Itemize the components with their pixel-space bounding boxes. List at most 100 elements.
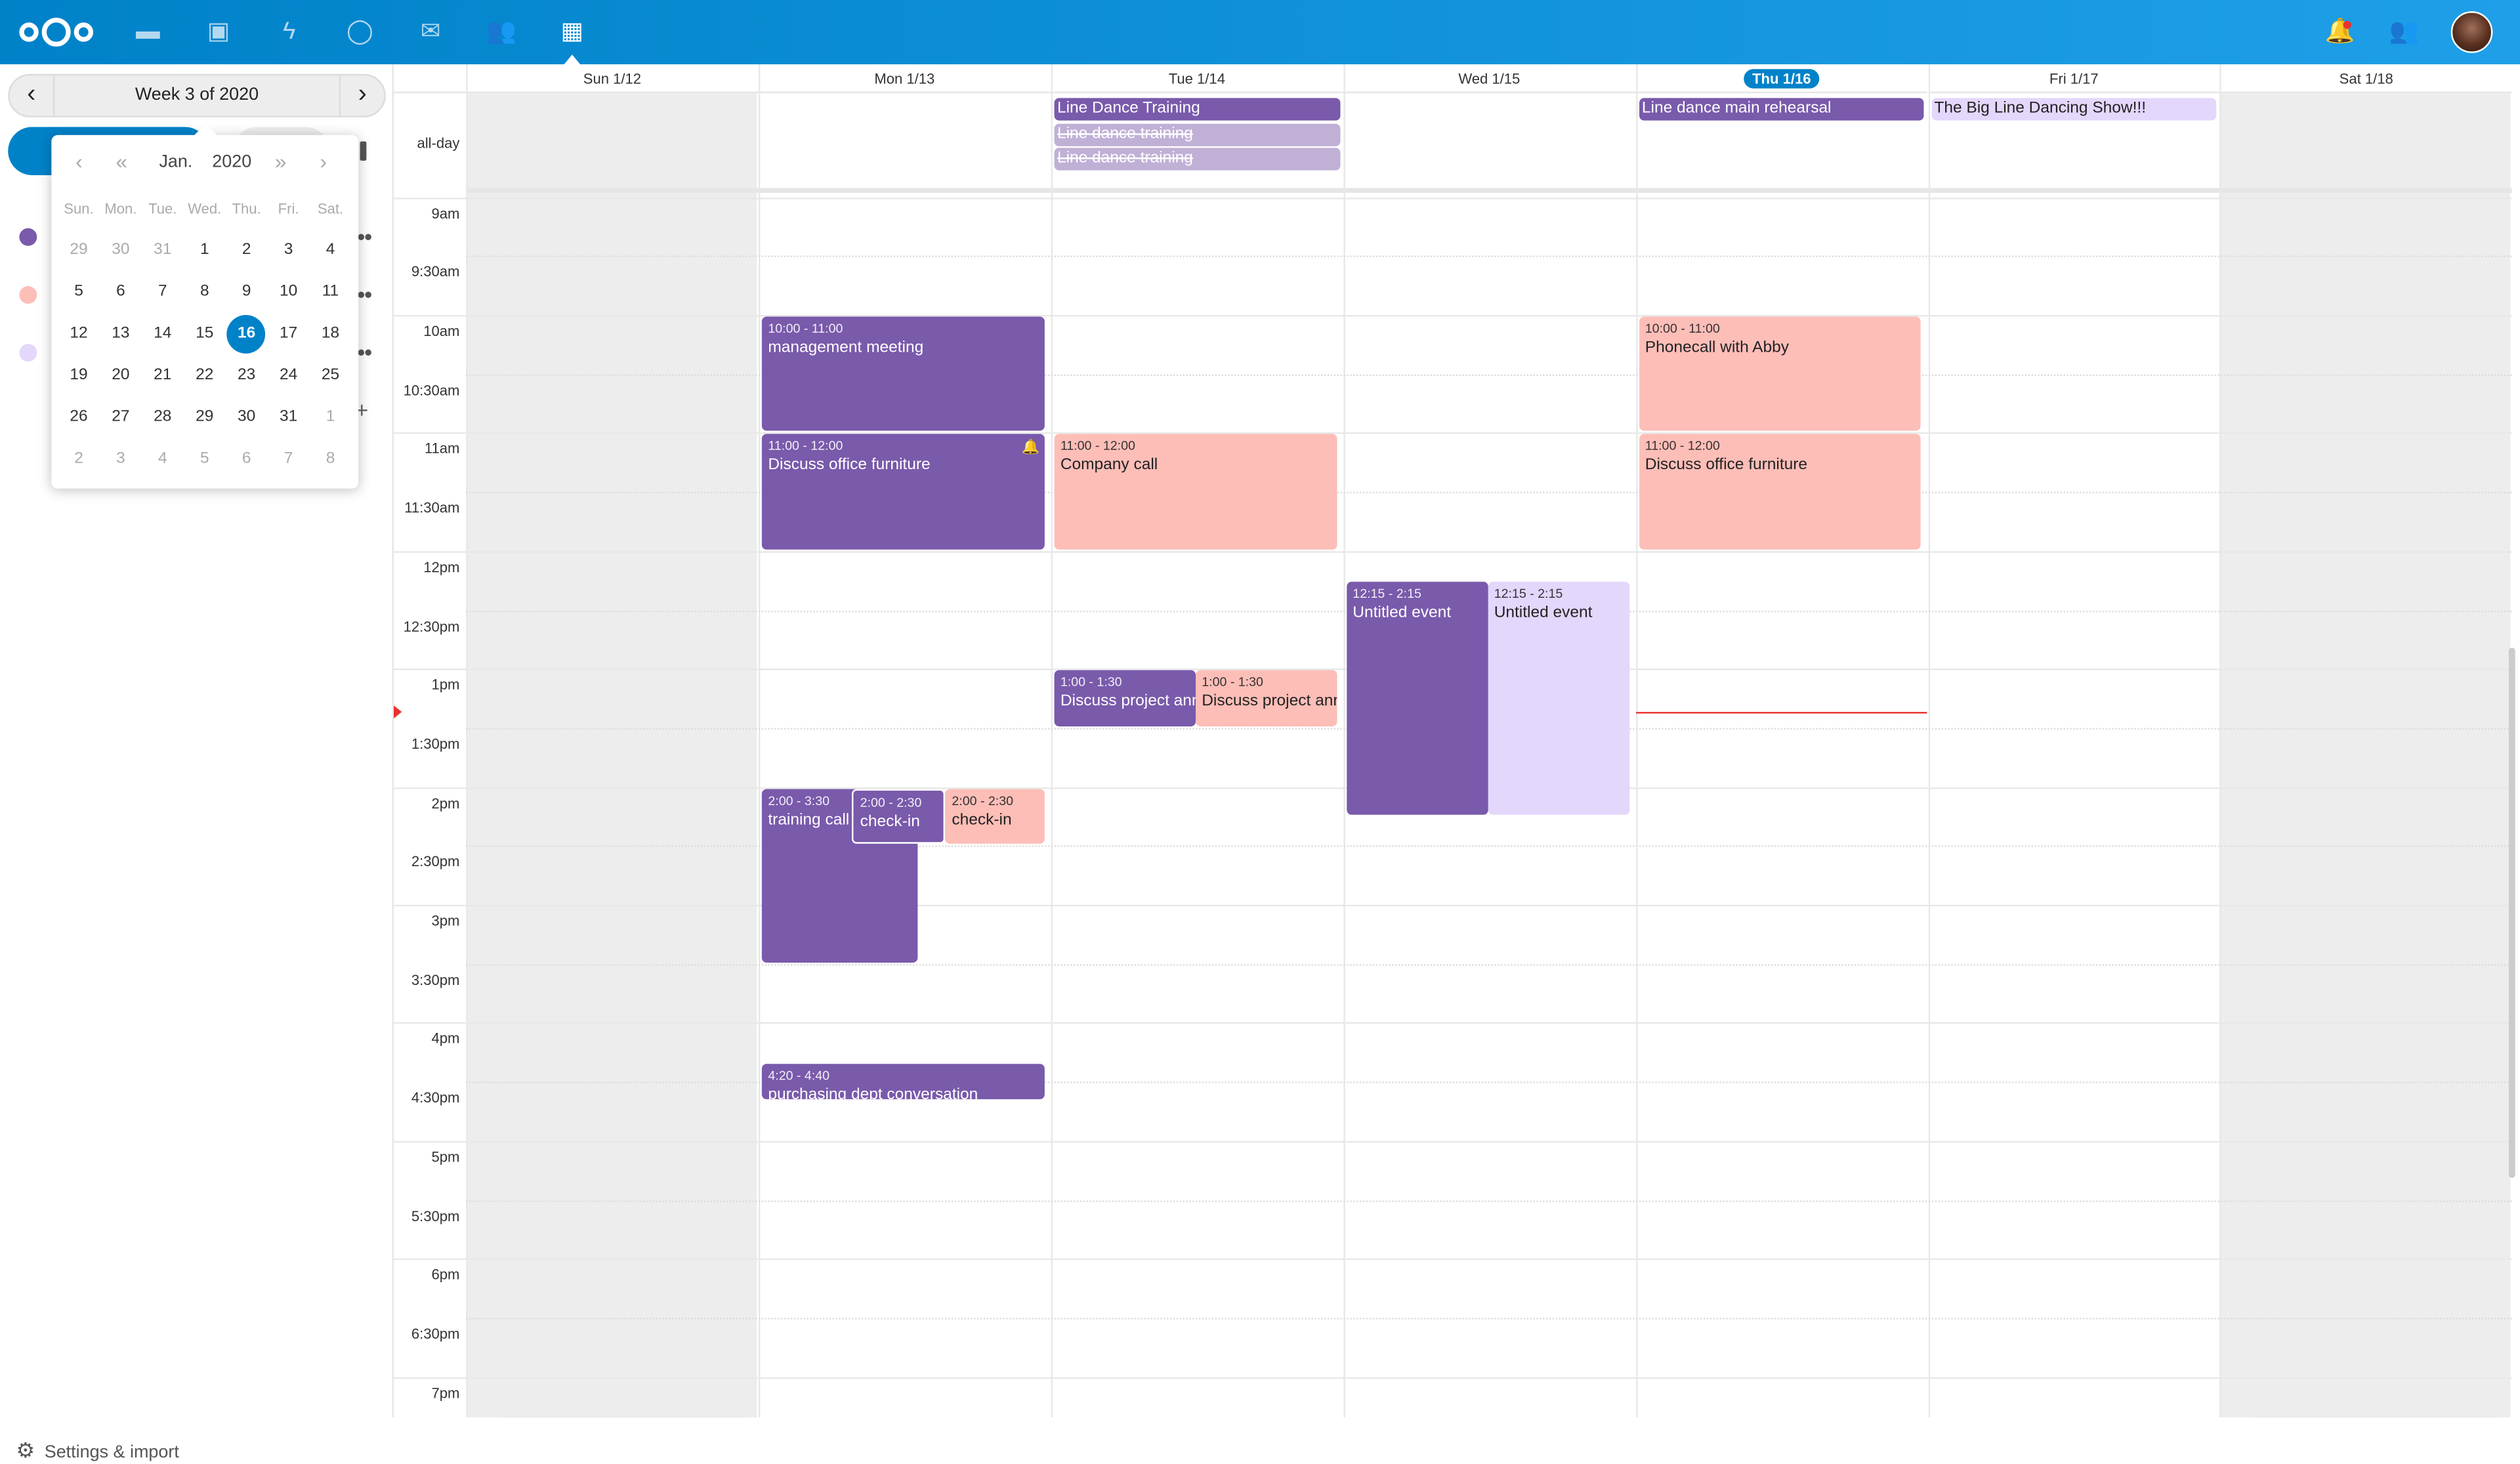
day-cell[interactable]: 5 xyxy=(74,283,83,301)
day-cell[interactable]: 31 xyxy=(279,408,298,426)
calendar-icon[interactable]: ▦ xyxy=(560,17,584,45)
year-label[interactable]: 2020 xyxy=(212,152,252,173)
next-month-icon[interactable]: › xyxy=(320,149,327,174)
calendar-event[interactable]: 12:15 - 2:15 Untitled event xyxy=(1346,581,1488,815)
day-cell[interactable]: 28 xyxy=(154,408,172,426)
previous-month-icon[interactable]: ‹ xyxy=(75,149,83,174)
day-cell[interactable]: 18 xyxy=(321,324,340,343)
day-cell[interactable]: 2 xyxy=(242,241,251,259)
day-header[interactable]: Sun 1/12 xyxy=(466,64,759,94)
all-day-event[interactable]: Line Dance Training xyxy=(1054,98,1340,121)
day-cell[interactable]: 12 xyxy=(70,324,88,343)
previous-year-icon[interactable]: « xyxy=(116,149,128,174)
day-header[interactable]: Thu 1/16 xyxy=(1635,64,1928,94)
day-cell[interactable]: 8 xyxy=(200,283,209,301)
day-cell[interactable]: 27 xyxy=(112,408,130,426)
day-cell[interactable]: 6 xyxy=(242,450,251,468)
day-cell[interactable]: 19 xyxy=(70,366,88,385)
day-cell[interactable]: 2 xyxy=(74,450,83,468)
next-year-icon[interactable]: » xyxy=(274,149,287,174)
calendar-actions-icon[interactable]: ●● xyxy=(356,285,373,303)
day-header[interactable]: Mon 1/13 xyxy=(758,64,1051,94)
contacts-menu-icon[interactable]: 👥 xyxy=(2389,17,2420,45)
calendar-actions-icon[interactable]: ●● xyxy=(356,344,373,360)
settings-import-button[interactable]: ⚙ Settings & import xyxy=(16,1438,178,1464)
day-cell[interactable]: 4 xyxy=(326,241,335,259)
day-cell[interactable]: 29 xyxy=(70,241,88,259)
mail-icon[interactable]: ✉ xyxy=(420,17,441,45)
day-cell[interactable]: 1 xyxy=(326,408,335,426)
day-cell[interactable]: 7 xyxy=(284,450,293,468)
notifications-bell-icon[interactable]: 🔔 xyxy=(2324,17,2355,45)
talk-icon[interactable]: ◯ xyxy=(346,17,374,45)
previous-week-button[interactable]: ‹ xyxy=(27,80,36,108)
day-cell[interactable]: 29 xyxy=(196,408,214,426)
day-cell[interactable]: 20 xyxy=(112,366,130,385)
time-label: 1:30pm xyxy=(411,736,460,752)
calendar-color-dot[interactable] xyxy=(19,344,37,362)
calendar-event[interactable]: 2:00 - 2:30 check-in xyxy=(852,788,946,845)
day-cell[interactable]: 26 xyxy=(70,408,88,426)
day-cell[interactable]: 1 xyxy=(200,241,209,259)
day-cell[interactable]: 4 xyxy=(158,450,167,468)
day-header[interactable]: Wed 1/15 xyxy=(1343,64,1636,94)
day-cell[interactable]: 22 xyxy=(196,366,214,385)
calendar-event[interactable]: 1:00 - 1:30 Discuss project announcement xyxy=(1054,670,1196,726)
week-label[interactable]: Week 3 of 2020 xyxy=(52,75,341,116)
lightning-icon[interactable]: ϟ xyxy=(283,17,296,45)
day-cell[interactable]: 10 xyxy=(279,283,298,301)
grid-line xyxy=(394,1022,2512,1024)
day-cell[interactable]: 30 xyxy=(238,408,256,426)
calendar-actions-icon[interactable]: ●● xyxy=(356,228,373,245)
calendar-event[interactable]: 1:00 - 1:30 Discuss project announcement xyxy=(1195,670,1337,726)
contacts-icon[interactable]: 👥 xyxy=(486,17,516,45)
day-cell[interactable]: 17 xyxy=(279,324,298,343)
day-cell[interactable]: 7 xyxy=(158,283,167,301)
next-week-button[interactable]: › xyxy=(358,80,367,108)
month-label[interactable]: Jan. xyxy=(159,152,193,173)
day-cell[interactable]: 31 xyxy=(154,241,172,259)
corner-header xyxy=(394,64,467,94)
all-day-event[interactable]: The Big Line Dancing Show!!! xyxy=(1931,98,2217,121)
folder-icon[interactable]: ▬ xyxy=(135,17,160,45)
sidebar-scrollbar[interactable] xyxy=(360,141,367,161)
day-cell[interactable]: 11 xyxy=(322,283,339,301)
all-day-event[interactable]: Line dance training xyxy=(1054,148,1340,171)
add-calendar-icon[interactable]: + xyxy=(355,396,369,423)
day-header[interactable]: Fri 1/17 xyxy=(1927,64,2221,94)
nextcloud-logo[interactable] xyxy=(16,16,96,48)
day-cell[interactable]: 14 xyxy=(154,324,172,343)
day-header[interactable]: Sat 1/18 xyxy=(2220,64,2513,94)
calendar-event[interactable]: 11:00 - 12:00 Discuss office furniture xyxy=(1638,434,1922,550)
avatar[interactable] xyxy=(2450,11,2493,53)
day-header[interactable]: Tue 1/14 xyxy=(1051,64,1343,94)
calendar-color-dot[interactable] xyxy=(19,285,37,304)
day-cell[interactable]: 3 xyxy=(284,241,293,259)
image-icon[interactable]: ▣ xyxy=(207,17,230,45)
day-cell[interactable]: 9 xyxy=(242,283,251,301)
day-cell[interactable]: 23 xyxy=(238,366,256,385)
day-cell[interactable]: 8 xyxy=(326,450,335,468)
event-time: 1:00 - 1:30 xyxy=(1060,675,1122,690)
all-day-event[interactable]: Line dance training xyxy=(1054,123,1340,146)
all-day-event[interactable]: Line dance main rehearsal xyxy=(1638,98,1925,121)
day-cell[interactable]: 3 xyxy=(116,450,125,468)
calendar-color-dot[interactable] xyxy=(19,228,37,246)
calendar-event[interactable]: 11:00 - 12:00 Discuss office furniture 🔔 xyxy=(761,434,1045,550)
day-cell[interactable]: 25 xyxy=(321,366,340,385)
calendar-scrollbar[interactable] xyxy=(2508,647,2515,1179)
selected-day[interactable]: 16 xyxy=(226,315,268,354)
day-cell[interactable]: 24 xyxy=(279,366,298,385)
calendar-event[interactable]: 11:00 - 12:00 Company call xyxy=(1054,434,1337,550)
day-cell[interactable]: 6 xyxy=(116,283,125,301)
day-cell[interactable]: 30 xyxy=(112,241,130,259)
day-cell[interactable]: 13 xyxy=(112,324,130,343)
calendar-event[interactable]: 10:00 - 11:00 Phonecall with Abby xyxy=(1638,316,1922,432)
calendar-event[interactable]: 4:20 - 4:40 purchasing dept conversation xyxy=(761,1063,1045,1100)
calendar-event[interactable]: 10:00 - 11:00 management meeting xyxy=(761,316,1045,432)
day-cell[interactable]: 5 xyxy=(200,450,209,468)
day-cell[interactable]: 15 xyxy=(196,324,214,343)
calendar-event[interactable]: 12:15 - 2:15 Untitled event xyxy=(1487,581,1629,815)
calendar-event[interactable]: 2:00 - 2:30 check-in xyxy=(945,788,1045,845)
day-cell[interactable]: 21 xyxy=(154,366,172,385)
